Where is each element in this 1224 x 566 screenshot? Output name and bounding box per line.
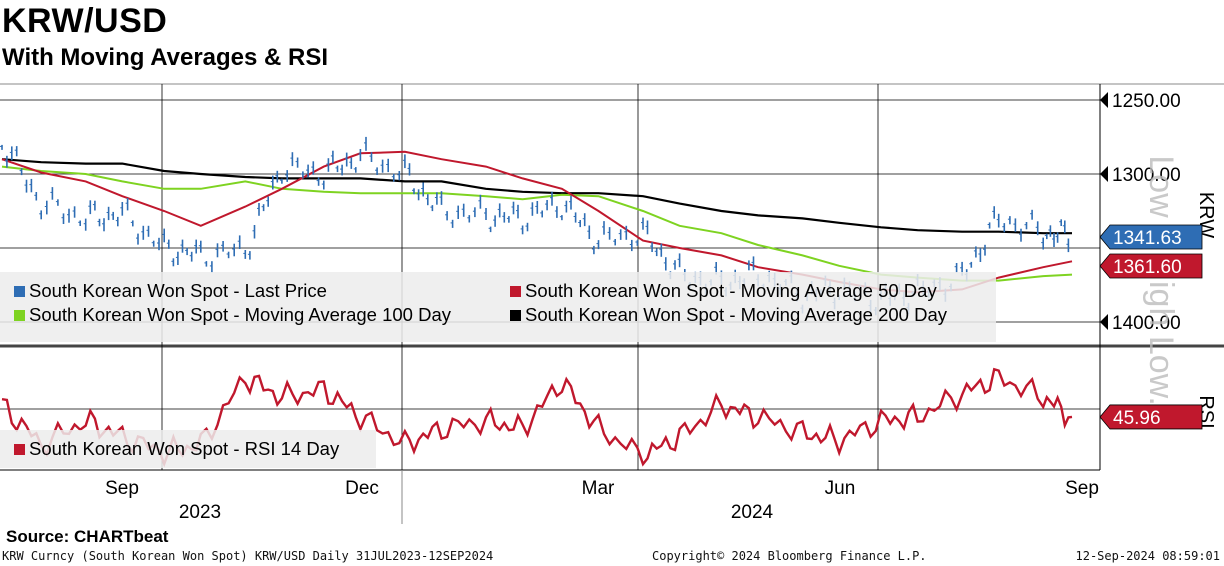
x-tick-label: Dec (345, 478, 379, 499)
y-tick-label: 1300.00 (1112, 165, 1181, 186)
timestamp: 12-Sep-2024 08:59:01 (1075, 549, 1221, 563)
page-title: KRW/USD (2, 2, 168, 40)
rsi-last-tag: 45.96 (1113, 408, 1161, 429)
ma50-line (1, 150, 1073, 294)
ticker-info: KRW Curncy (South Korean Won Spot) KRW/U… (2, 549, 494, 563)
price-last-tag-shape (1099, 224, 1203, 250)
legend-label: South Korean Won Spot - Last Price (29, 280, 327, 301)
legend-layer: South Korean Won Spot - Last Price South … (0, 272, 996, 468)
rsi-last-tag-shape (1099, 404, 1203, 430)
legend-swatch (14, 310, 25, 321)
x-tick-label: Jun (825, 478, 856, 499)
legend-label: South Korean Won Spot - RSI 14 Day (29, 438, 340, 459)
price-last-tag: 1341.63 (1113, 228, 1182, 249)
ma100-line (1, 165, 1073, 282)
x-tick-label: Sep (1065, 478, 1099, 499)
legend-swatch (510, 310, 521, 321)
y-tick-label: 1250.00 (1112, 91, 1181, 112)
ma50-last-tag-shape (1099, 253, 1203, 279)
y-tick-marker (1100, 92, 1108, 108)
source-note: Source: CHARTbeat (6, 527, 169, 546)
page-subtitle: With Moving Averages & RSI (2, 44, 329, 71)
y-tick-label: 1400.00 (1112, 313, 1181, 334)
watermark: Low = High Low... (1142, 155, 1180, 424)
price-bars (0, 136, 1070, 316)
legend-label: South Korean Won Spot - Moving Average 5… (525, 280, 937, 301)
y-tick-marker (1100, 314, 1108, 330)
copyright: Copyright© 2024 Bloomberg Finance L.P. (652, 549, 927, 563)
x-tick-label: Mar (582, 478, 615, 499)
legend-swatch (510, 286, 521, 297)
y-tick-marker (1100, 166, 1108, 182)
price-series-layer (0, 136, 1073, 316)
legend-label: South Korean Won Spot - Moving Average 2… (525, 304, 948, 325)
legend-label: South Korean Won Spot - Moving Average 1… (29, 304, 452, 325)
rsi-legend-box (0, 430, 376, 468)
x-tick-label: Sep (105, 478, 139, 499)
legend-swatch (14, 286, 25, 297)
legend-swatch (14, 444, 25, 455)
ma200-line (1, 158, 1072, 235)
year-label: 2024 (731, 502, 774, 523)
price-legend-box (0, 272, 996, 342)
year-label: 2023 (179, 502, 221, 523)
ma50-last-tag: 1361.60 (1113, 257, 1182, 278)
value-tag-layer: 1341.63 1361.60 45.96 (1099, 224, 1203, 430)
